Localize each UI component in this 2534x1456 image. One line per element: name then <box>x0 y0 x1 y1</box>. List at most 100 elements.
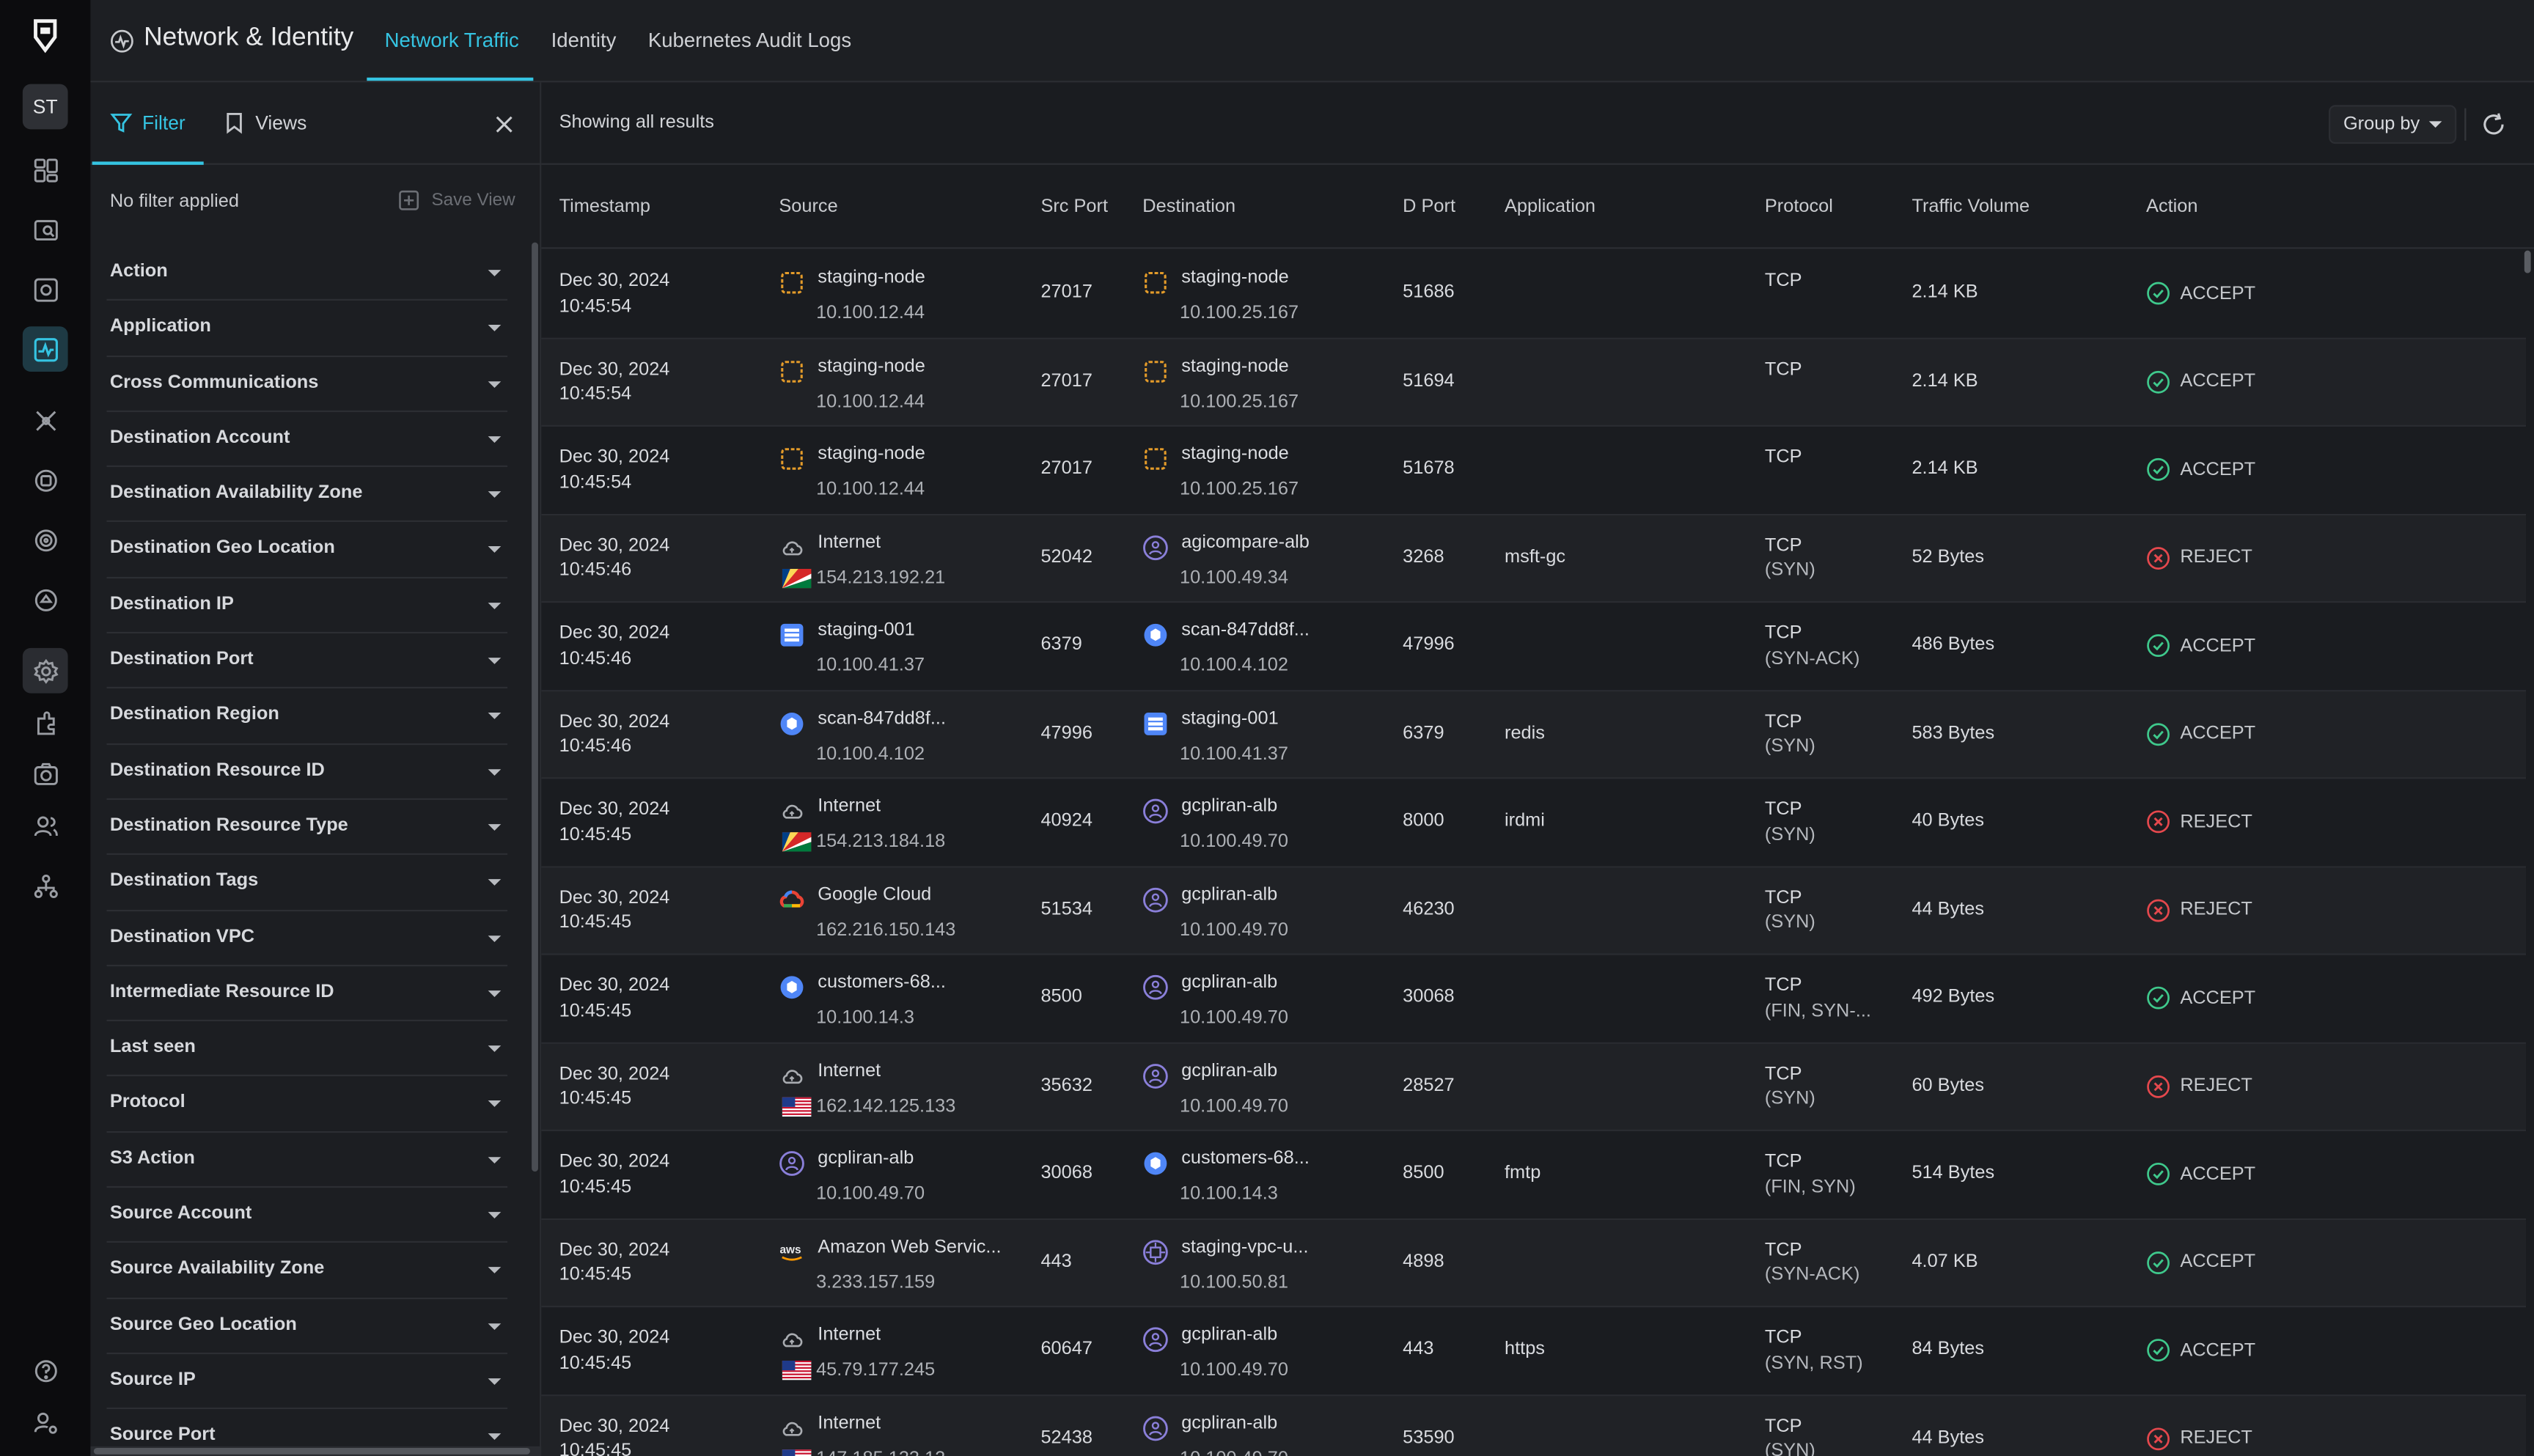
filter-item[interactable]: Protocol <box>106 1077 508 1133</box>
destination-name[interactable]: gcpliran-alb <box>1181 972 1278 993</box>
table-row[interactable]: Dec 30, 2024 10:45:45 Internet 147.185.133.… <box>541 1395 2527 1456</box>
settings-icon[interactable] <box>22 647 68 694</box>
filter-item[interactable]: Destination Region <box>106 689 508 745</box>
filter-item[interactable]: Destination Resource Type <box>106 800 508 856</box>
column-header-src-port[interactable]: Src Port <box>1040 196 1109 217</box>
column-header-application[interactable]: Application <box>1505 196 1596 217</box>
policy-icon[interactable] <box>23 577 68 622</box>
source-name[interactable]: gcpliran-alb <box>818 1149 914 1169</box>
table-row[interactable]: Dec 30, 2024 10:45:54 staging-node 10.100.1… <box>541 427 2527 515</box>
source-name[interactable]: Internet <box>818 532 881 552</box>
source-name[interactable]: Internet <box>818 1325 881 1345</box>
table-row[interactable]: Dec 30, 2024 10:45:46 Internet 154.213.192.… <box>541 515 2527 603</box>
source-name[interactable]: Internet <box>818 1413 881 1433</box>
filter-item[interactable]: Destination Resource ID <box>106 744 508 801</box>
inventory-icon[interactable] <box>23 207 68 252</box>
table-scrollbar[interactable] <box>2524 250 2531 273</box>
destination-name[interactable]: gcpliran-alb <box>1181 1325 1278 1345</box>
filter-item[interactable]: Source Account <box>106 1188 508 1243</box>
filter-item[interactable]: Destination Account <box>106 412 508 468</box>
filter-item[interactable]: Destination Tags <box>106 856 508 911</box>
destination-name[interactable]: customers-68... <box>1181 1149 1310 1169</box>
user-avatar[interactable]: ST <box>22 84 68 130</box>
network-icon[interactable] <box>22 326 68 372</box>
vulnerability-icon[interactable] <box>23 517 68 562</box>
filter-item[interactable]: Destination VPC <box>106 911 508 966</box>
filter-item[interactable]: Destination Port <box>106 633 508 689</box>
dashboard-icon[interactable] <box>23 147 68 193</box>
horizontal-scrollbar-thumb[interactable] <box>93 1447 530 1455</box>
table-row[interactable]: Dec 30, 2024 10:45:46 scan-847dd8f... 10.10… <box>541 691 2527 779</box>
filter-item[interactable]: Destination Geo Location <box>106 523 508 578</box>
destination-name[interactable]: staging-node <box>1181 444 1289 464</box>
close-icon[interactable] <box>493 113 515 136</box>
save-view-button[interactable]: Save View <box>397 189 515 212</box>
filter-item[interactable]: Cross Communications <box>106 356 508 412</box>
source-name[interactable]: scan-847dd8f... <box>818 708 947 728</box>
column-header-source[interactable]: Source <box>779 196 838 217</box>
destination-name[interactable]: gcpliran-alb <box>1181 796 1278 817</box>
refresh-icon[interactable] <box>2480 111 2506 137</box>
filter-item[interactable]: Source IP <box>106 1354 508 1410</box>
destination-name[interactable]: gcpliran-alb <box>1181 884 1278 905</box>
column-header-destination[interactable]: Destination <box>1142 196 1236 217</box>
tab-views[interactable]: Views <box>223 111 306 134</box>
table-row[interactable]: Dec 30, 2024 10:45:45 Google Cloud 162.216.… <box>541 867 2527 955</box>
table-row[interactable]: Dec 30, 2024 10:45:45 Internet 154.213.184.… <box>541 779 2527 867</box>
tab-identity[interactable]: Identity <box>551 29 617 52</box>
users-icon[interactable] <box>23 803 68 848</box>
table-row[interactable]: Dec 30, 2024 10:45:45 gcpliran-alb 10.100.4… <box>541 1131 2527 1220</box>
filter-item[interactable]: Intermediate Resource ID <box>106 966 508 1022</box>
column-header-protocol[interactable]: Protocol <box>1764 196 1833 217</box>
tab-network-traffic[interactable]: Network Traffic <box>384 29 519 52</box>
filter-item[interactable]: Action <box>106 246 508 301</box>
destination-name[interactable]: agicompare-alb <box>1181 532 1310 552</box>
organization-icon[interactable] <box>23 863 68 908</box>
source-name[interactable]: Internet <box>818 1061 881 1081</box>
filter-item[interactable]: Destination Availability Zone <box>106 467 508 523</box>
tab-kubernetes-audit-logs[interactable]: Kubernetes Audit Logs <box>647 29 852 52</box>
destination-name[interactable]: staging-node <box>1181 356 1289 376</box>
source-name[interactable]: Google Cloud <box>818 884 932 905</box>
table-row[interactable]: Dec 30, 2024 10:45:45 customers-68... 10.10… <box>541 955 2527 1043</box>
table-row[interactable]: Dec 30, 2024 10:45:45 aws Amazon Web Servic… <box>541 1219 2527 1308</box>
source-name[interactable]: staging-node <box>818 268 925 288</box>
assets-icon[interactable] <box>23 751 68 797</box>
filter-item[interactable]: Source Availability Zone <box>106 1243 508 1299</box>
tab-filter[interactable]: Filter <box>110 111 186 134</box>
column-header-timestamp[interactable]: Timestamp <box>559 196 651 217</box>
source-name[interactable]: staging-node <box>818 356 925 376</box>
destination-name[interactable]: staging-001 <box>1181 708 1279 728</box>
user-settings-icon[interactable] <box>23 1400 68 1445</box>
filter-scrollbar[interactable] <box>532 242 538 1172</box>
source-name[interactable]: Amazon Web Servic... <box>818 1237 1002 1257</box>
source-name[interactable]: staging-node <box>818 444 925 464</box>
findings-icon[interactable] <box>23 267 68 312</box>
table-row[interactable]: Dec 30, 2024 10:45:46 staging-001 10.100.41… <box>541 603 2527 691</box>
filter-item[interactable]: Last seen <box>106 1021 508 1077</box>
filter-item[interactable]: Source Port <box>106 1410 507 1456</box>
destination-name[interactable]: staging-node <box>1181 268 1289 288</box>
destination-name[interactable]: gcpliran-alb <box>1181 1061 1278 1081</box>
table-row[interactable]: Dec 30, 2024 10:45:54 staging-node 10.100.1… <box>541 251 2527 339</box>
help-icon[interactable] <box>23 1347 68 1393</box>
destination-name[interactable]: scan-847dd8f... <box>1181 620 1310 640</box>
table-row[interactable]: Dec 30, 2024 10:45:54 staging-node 10.100.1… <box>541 338 2527 427</box>
destination-name[interactable]: gcpliran-alb <box>1181 1413 1278 1433</box>
integrations-icon[interactable] <box>23 699 68 745</box>
logo-icon[interactable] <box>29 18 62 54</box>
compliance-icon[interactable] <box>23 457 68 503</box>
column-header-traffic-volume[interactable]: Traffic Volume <box>1911 196 2030 217</box>
table-row[interactable]: Dec 30, 2024 10:45:45 Internet 45.79.177.24… <box>541 1307 2527 1396</box>
filter-item[interactable]: Application <box>106 301 508 357</box>
source-name[interactable]: customers-68... <box>818 972 946 993</box>
filter-item[interactable]: S3 Action <box>106 1133 508 1188</box>
horizontal-scrollbar[interactable] <box>90 1446 542 1456</box>
table-row[interactable]: Dec 30, 2024 10:45:45 Internet 162.142.125.… <box>541 1043 2527 1131</box>
filter-item[interactable]: Destination IP <box>106 578 508 634</box>
column-header-action[interactable]: Action <box>2146 196 2198 217</box>
group-by-dropdown[interactable]: Group by <box>2329 105 2457 144</box>
column-header-d-port[interactable]: D Port <box>1403 196 1455 217</box>
destination-name[interactable]: staging-vpc-u... <box>1181 1237 1309 1257</box>
attack-path-icon[interactable] <box>23 397 68 443</box>
